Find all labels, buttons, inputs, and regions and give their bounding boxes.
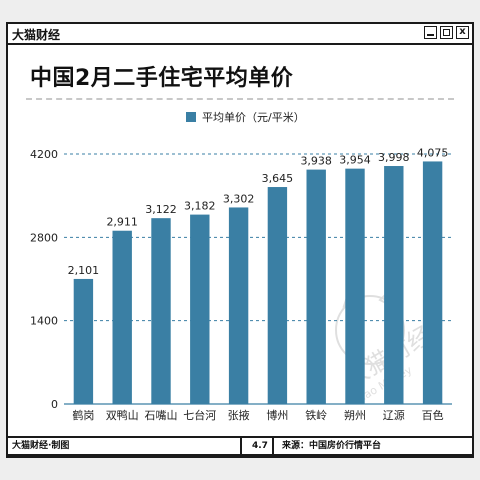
footer-divider	[272, 438, 274, 454]
x-tick-label: 双鸭山	[106, 409, 139, 422]
legend-label: 平均单价（元/平米）	[202, 111, 305, 124]
minimize-icon[interactable]	[424, 26, 437, 39]
data-label: 3,122	[145, 203, 177, 216]
y-tick-label: 2800	[30, 231, 58, 244]
title-bar: 大猫财经 x	[8, 24, 472, 45]
bar	[73, 278, 94, 404]
y-tick-label: 4200	[30, 148, 58, 161]
data-label: 4,075	[417, 146, 449, 159]
data-label: 3,302	[223, 192, 255, 205]
x-tick-label: 辽源	[383, 408, 405, 422]
data-labels: 2,101 2,911 3,122 3,182 3,302 3,645 3,938 3,954…	[68, 146, 449, 277]
window-controls: x	[424, 26, 469, 39]
legend-swatch	[186, 112, 196, 122]
footer-divider	[240, 438, 242, 454]
y-tick-label: 1400	[30, 315, 58, 328]
chart-title: 中国2月二手住宅平均单价	[30, 66, 294, 91]
x-tick-label: 铁岭	[305, 408, 327, 422]
bar	[190, 214, 210, 404]
y-axis-ticks: 0 1400 2800 4200	[30, 148, 58, 411]
maximize-icon[interactable]	[440, 26, 453, 39]
x-tick-label: 鹤岗	[72, 408, 94, 422]
x-tick-label: 七台河	[183, 408, 216, 422]
bar	[384, 166, 404, 404]
x-tick-label: 朔州	[344, 409, 366, 422]
footer-bar: 大猫财经·制图 4.7 来源：中国房价行情平台	[6, 436, 474, 456]
data-label: 3,182	[184, 200, 216, 213]
x-tick-label: 石嘴山	[145, 409, 178, 422]
data-label: 3,938	[300, 155, 332, 168]
y-tick-label: 0	[51, 398, 58, 411]
bar	[306, 169, 326, 404]
data-label: 2,911	[106, 216, 138, 229]
bar	[345, 168, 365, 404]
x-axis-ticks: 鹤岗 双鸭山 石嘴山 七台河 张掖 博州 铁岭 朔州 辽源 百色	[72, 408, 443, 422]
window-title: 大猫财经	[12, 28, 61, 42]
bar	[151, 218, 171, 404]
data-label: 3,954	[339, 154, 371, 167]
close-icon[interactable]: x	[456, 26, 469, 39]
bar	[422, 161, 443, 404]
title-divider	[26, 98, 454, 100]
data-label: 2,101	[68, 264, 100, 277]
x-tick-label: 百色	[422, 408, 444, 422]
footer-source: 来源：中国房价行情平台	[282, 441, 382, 451]
bars	[73, 161, 443, 404]
data-label: 3,645	[262, 172, 294, 185]
bar	[228, 207, 249, 404]
footer-date: 4.7	[252, 441, 268, 451]
x-tick-label: 博州	[266, 409, 288, 422]
bar	[267, 187, 288, 404]
bar	[112, 230, 132, 404]
x-tick-label: 张掖	[228, 408, 250, 422]
data-label: 3,998	[378, 151, 410, 164]
footer-credit: 大猫财经·制图	[12, 441, 70, 451]
legend: 平均单价（元/平米）	[186, 111, 305, 124]
